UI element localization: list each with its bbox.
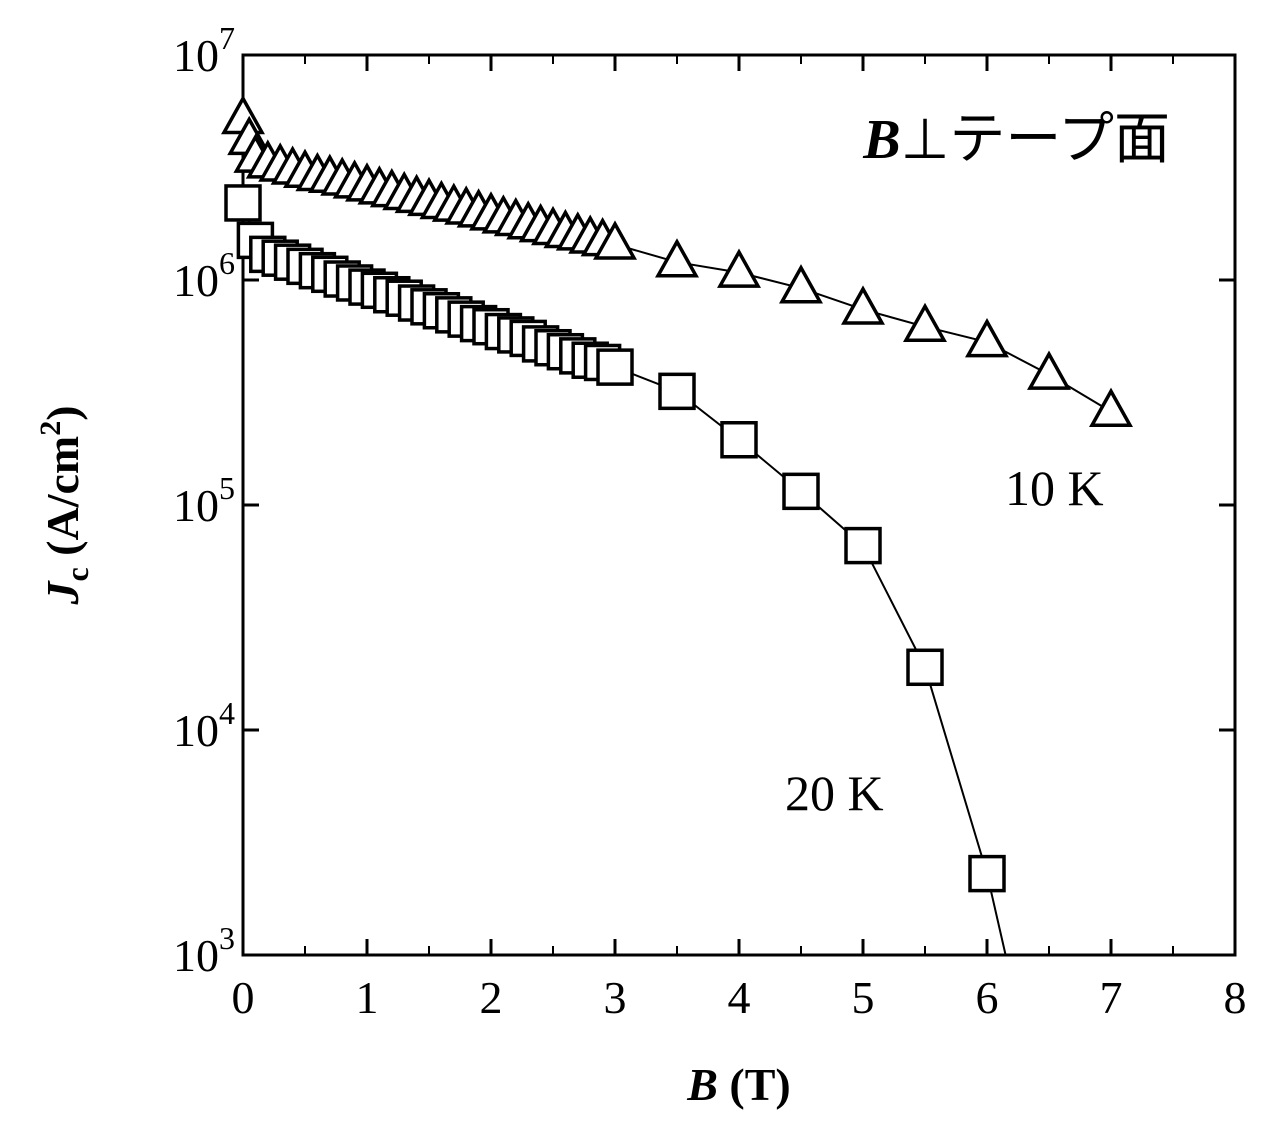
x-tick-label: 1 [356, 972, 379, 1023]
square-point [658, 372, 696, 411]
x-axis-label: B (T) [686, 1059, 791, 1110]
y-tick-label: 107 [173, 20, 235, 81]
x-tick-label: 0 [232, 972, 255, 1023]
square-point [906, 648, 944, 687]
y-tick-label: 105 [173, 470, 235, 531]
x-tick-label: 4 [728, 972, 751, 1023]
chart-title: B⊥テープ面 [862, 107, 1170, 172]
square-point [720, 420, 758, 459]
x-tick-label: 3 [604, 972, 627, 1023]
square-point [968, 854, 1006, 893]
triangle-point [965, 318, 1009, 358]
triangle-point [1089, 387, 1133, 427]
series-line-1 [242, 202, 1007, 956]
series-label-10k: 10 K [1005, 460, 1104, 516]
triangle-point [779, 264, 823, 304]
triangle-point [903, 302, 947, 343]
triangle-point [1027, 350, 1071, 390]
y-tick-label: 106 [173, 245, 235, 306]
tick-labels: 0 1 2 3 4 5 6 7 8 103 104 105 106 107 [173, 20, 1247, 1023]
series-layer [221, 94, 1133, 956]
y-tick-label: 104 [173, 695, 235, 756]
plot-frame [241, 53, 1237, 957]
triangle-point [841, 285, 885, 325]
x-tick-label: 6 [976, 972, 999, 1023]
x-tick-label: 8 [1224, 972, 1247, 1023]
y-axis-label: Jc (A/cm2) [34, 405, 95, 605]
square-point [224, 184, 262, 222]
square-point [596, 348, 634, 386]
square-point [782, 472, 820, 511]
x-tick-label: 2 [480, 972, 503, 1023]
triangle-point [655, 238, 699, 278]
x-tick-label: 7 [1100, 972, 1123, 1023]
x-tick-label: 5 [852, 972, 875, 1023]
series-label-20k: 20 K [785, 765, 884, 821]
triangle-point [717, 248, 761, 288]
square-point [844, 526, 882, 565]
y-tick-label: 103 [173, 920, 235, 981]
triangle-point [593, 220, 637, 260]
